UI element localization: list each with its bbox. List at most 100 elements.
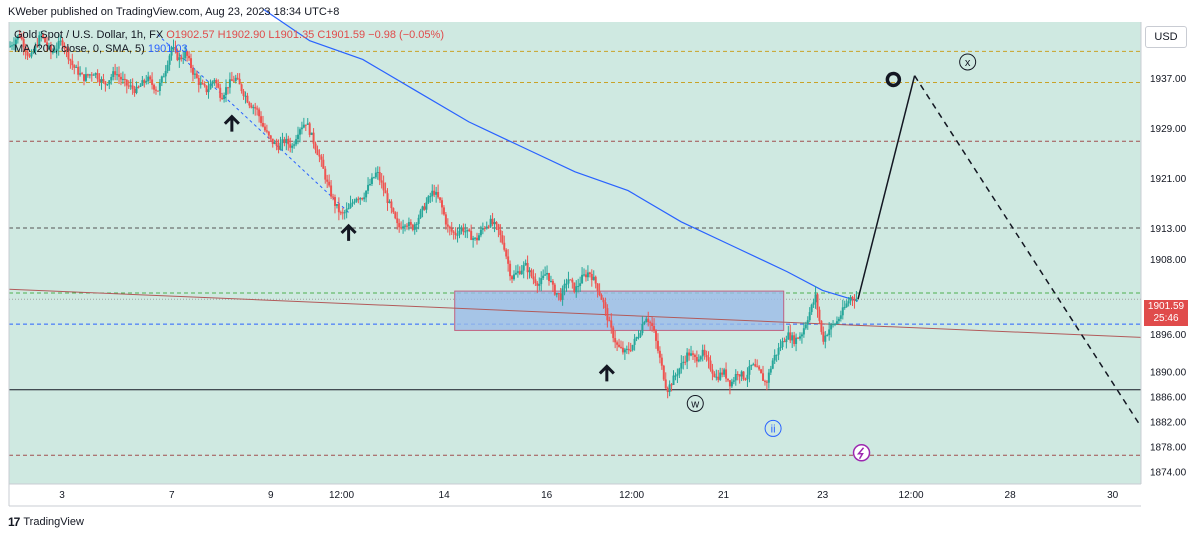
candle-body-62 bbox=[129, 85, 132, 87]
candle-body-328 bbox=[647, 318, 650, 323]
candle-body-247 bbox=[489, 218, 492, 227]
candle-body-159 bbox=[318, 154, 321, 157]
candle-body-11 bbox=[30, 52, 33, 57]
candle-body-1 bbox=[11, 45, 14, 47]
flash-bolt bbox=[856, 447, 865, 460]
candle-body-106 bbox=[215, 80, 218, 84]
candle-body-20 bbox=[47, 45, 50, 47]
candle-body-388 bbox=[763, 380, 766, 382]
candle-body-370 bbox=[728, 380, 731, 387]
tradingview-footer[interactable]: 17 TradingView bbox=[8, 515, 84, 529]
candle-body-99 bbox=[201, 83, 204, 85]
candle-body-350 bbox=[690, 353, 693, 356]
candle-body-122 bbox=[246, 95, 249, 103]
candle-body-316 bbox=[623, 349, 626, 353]
candle-body-305 bbox=[602, 299, 605, 303]
candle-body-22 bbox=[51, 51, 54, 53]
candle-body-289 bbox=[571, 279, 574, 283]
candle-body-227 bbox=[450, 228, 453, 232]
candle-body-73 bbox=[151, 79, 154, 85]
candle-body-49 bbox=[104, 81, 107, 85]
candle-body-40 bbox=[86, 74, 89, 76]
wave-label-2: ii bbox=[771, 423, 776, 435]
candle-body-246 bbox=[487, 226, 490, 228]
candle-body-306 bbox=[604, 302, 607, 309]
candle-body-41 bbox=[88, 74, 91, 76]
candle-body-206 bbox=[409, 222, 412, 225]
candle-body-210 bbox=[417, 217, 420, 224]
candle-body-136 bbox=[273, 142, 276, 144]
candle-body-368 bbox=[725, 369, 728, 379]
candle-body-147 bbox=[295, 139, 298, 145]
candle-body-223 bbox=[442, 207, 445, 215]
candle-body-214 bbox=[425, 202, 428, 210]
candle-body-82 bbox=[168, 55, 171, 65]
candle-body-285 bbox=[563, 283, 566, 289]
candle-body-191 bbox=[380, 180, 383, 183]
candle-body-48 bbox=[102, 79, 105, 82]
candle-body-111 bbox=[225, 87, 228, 96]
candle-body-87 bbox=[178, 57, 181, 61]
candle-body-382 bbox=[752, 364, 755, 366]
candle-body-84 bbox=[172, 47, 175, 49]
candle-body-16 bbox=[40, 34, 43, 36]
y-tick-label-3: 1886.00 bbox=[1150, 393, 1187, 404]
candle-body-224 bbox=[444, 214, 447, 225]
candle-body-342 bbox=[674, 375, 677, 377]
candle-body-347 bbox=[684, 361, 687, 363]
candle-body-169 bbox=[337, 204, 340, 213]
candle-body-103 bbox=[209, 83, 212, 90]
currency-button[interactable]: USD bbox=[1145, 26, 1187, 48]
candle-body-344 bbox=[678, 368, 681, 375]
trendline bbox=[8, 288, 1200, 341]
projection-up-line bbox=[857, 75, 916, 300]
candle-body-31 bbox=[69, 59, 72, 61]
candle-body-95 bbox=[193, 73, 196, 75]
candle-body-220 bbox=[437, 192, 440, 198]
y-tick-label-11: 1937.00 bbox=[1150, 74, 1187, 85]
candle-body-411 bbox=[808, 312, 811, 321]
candle-body-398 bbox=[783, 341, 786, 343]
candle-body-174 bbox=[347, 207, 350, 210]
candle-body-125 bbox=[252, 107, 255, 109]
candle-body-44 bbox=[94, 73, 97, 75]
candle-body-197 bbox=[392, 208, 395, 213]
candle-body-204 bbox=[405, 225, 408, 227]
candle-body-124 bbox=[250, 105, 253, 108]
candle-body-47 bbox=[100, 79, 103, 83]
candle-body-335 bbox=[660, 357, 663, 366]
candle-body-432 bbox=[849, 297, 852, 302]
candle-body-315 bbox=[621, 347, 624, 353]
candle-body-120 bbox=[242, 91, 245, 96]
candle-body-396 bbox=[779, 347, 782, 349]
candle-body-5 bbox=[18, 35, 21, 37]
zone-rect bbox=[454, 290, 785, 331]
candle-body-254 bbox=[503, 242, 506, 250]
candle-body-171 bbox=[341, 212, 344, 214]
candle-body-277 bbox=[547, 272, 550, 282]
candle-body-345 bbox=[680, 363, 683, 369]
candle-body-167 bbox=[333, 197, 336, 206]
candle-body-339 bbox=[668, 384, 671, 393]
candle-body-296 bbox=[584, 274, 587, 278]
candle-body-308 bbox=[608, 320, 611, 322]
ma-value: 1901.03 bbox=[147, 43, 188, 55]
x-tick-label-6: 12:00 bbox=[619, 490, 644, 501]
candle-body-186 bbox=[370, 177, 373, 185]
candle-body-75 bbox=[154, 89, 157, 91]
horizontal-levels bbox=[9, 50, 1141, 456]
candle-body-225 bbox=[446, 224, 449, 227]
candle-body-144 bbox=[289, 144, 292, 148]
candle-body-319 bbox=[629, 350, 632, 352]
price-axis-bg bbox=[1141, 22, 1200, 484]
candle-body-343 bbox=[676, 374, 679, 376]
candle-body-94 bbox=[191, 68, 194, 75]
candle-body-34 bbox=[75, 66, 78, 68]
candle-body-39 bbox=[84, 74, 87, 81]
y-tick-label-10: 1929.00 bbox=[1150, 124, 1187, 135]
candle-body-175 bbox=[349, 203, 352, 208]
candle-body-109 bbox=[221, 97, 224, 100]
candle-body-24 bbox=[55, 48, 58, 52]
candle-body-412 bbox=[810, 304, 813, 313]
